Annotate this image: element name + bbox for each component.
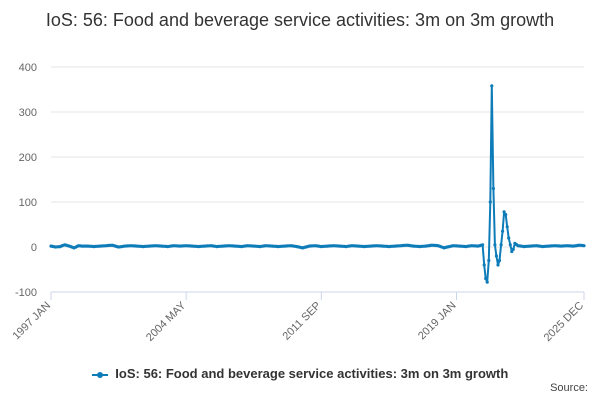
data-point[interactable] <box>499 243 503 247</box>
data-point[interactable] <box>494 254 498 258</box>
y-tick-label: 200 <box>19 152 37 164</box>
x-tick-label: 1997 JAN <box>10 300 53 343</box>
y-tick-label: 400 <box>19 62 37 74</box>
data-point[interactable] <box>501 229 505 233</box>
data-point[interactable] <box>491 186 495 191</box>
data-point[interactable] <box>487 258 491 263</box>
y-tick-label: 300 <box>19 107 37 119</box>
source-label: Source: <box>550 382 588 394</box>
legend[interactable]: IoS: 56: Food and beverage service activ… <box>0 366 600 381</box>
x-tick-label: 2004 MAY <box>144 299 189 344</box>
y-tick-label: 0 <box>31 242 37 254</box>
data-point[interactable] <box>502 210 506 214</box>
data-point[interactable] <box>496 263 500 267</box>
y-tick-label: 100 <box>19 197 37 209</box>
x-axis-ticks: 1997 JAN 2004 MAY 2011 SEP 2019 JAN 2025 DEC <box>10 292 586 344</box>
data-point[interactable] <box>508 243 512 247</box>
data-point[interactable] <box>582 244 586 248</box>
grid <box>51 66 584 293</box>
data-point[interactable] <box>490 84 494 88</box>
chart-title: IoS: 56: Food and beverage service activ… <box>45 10 555 30</box>
x-tick-label: 2019 JAN <box>416 300 459 343</box>
y-tick-label: -100 <box>15 287 37 299</box>
data-point[interactable] <box>484 276 488 281</box>
data-point[interactable] <box>481 243 485 247</box>
series-line[interactable] <box>50 84 585 284</box>
data-point[interactable] <box>488 200 492 204</box>
y-axis-ticks: -100 0 100 200 300 400 <box>15 62 37 299</box>
x-tick-label: 2025 DEC <box>542 300 586 344</box>
data-point[interactable] <box>482 263 486 267</box>
legend-marker <box>91 370 108 380</box>
data-point[interactable] <box>493 243 497 247</box>
data-point[interactable] <box>485 280 489 284</box>
data-point[interactable] <box>504 213 508 217</box>
x-tick-label: 2011 SEP <box>281 300 324 343</box>
data-point[interactable] <box>511 247 515 251</box>
data-point[interactable] <box>507 236 511 240</box>
legend-label: IoS: 56: Food and beverage service activ… <box>115 366 509 381</box>
data-point[interactable] <box>505 225 509 229</box>
data-point[interactable] <box>497 258 502 263</box>
series <box>49 84 586 284</box>
